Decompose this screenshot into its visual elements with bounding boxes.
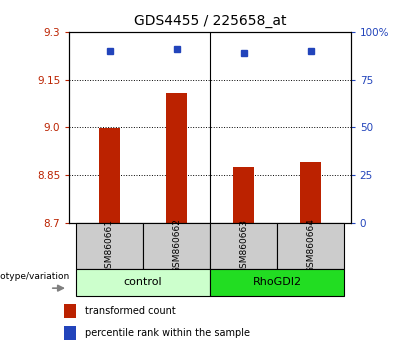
- Text: GSM860661: GSM860661: [105, 218, 114, 274]
- Bar: [210, 269, 344, 296]
- Bar: [143, 223, 210, 269]
- Bar: [234, 167, 254, 223]
- Text: percentile rank within the sample: percentile rank within the sample: [85, 329, 250, 338]
- Title: GDS4455 / 225658_at: GDS4455 / 225658_at: [134, 14, 286, 28]
- Bar: [64, 326, 76, 340]
- Bar: [64, 304, 76, 318]
- Bar: [76, 223, 143, 269]
- Text: GSM860662: GSM860662: [172, 218, 181, 274]
- Text: control: control: [123, 277, 162, 287]
- Bar: [100, 129, 120, 223]
- Bar: [277, 223, 344, 269]
- Text: transformed count: transformed count: [85, 306, 176, 316]
- Text: GSM860664: GSM860664: [306, 218, 315, 274]
- Text: genotype/variation: genotype/variation: [0, 272, 69, 281]
- Bar: [210, 223, 277, 269]
- Bar: [76, 269, 210, 296]
- Text: GSM860663: GSM860663: [239, 218, 248, 274]
- Text: RhoGDI2: RhoGDI2: [252, 277, 302, 287]
- Bar: [166, 93, 186, 223]
- Bar: [300, 161, 320, 223]
